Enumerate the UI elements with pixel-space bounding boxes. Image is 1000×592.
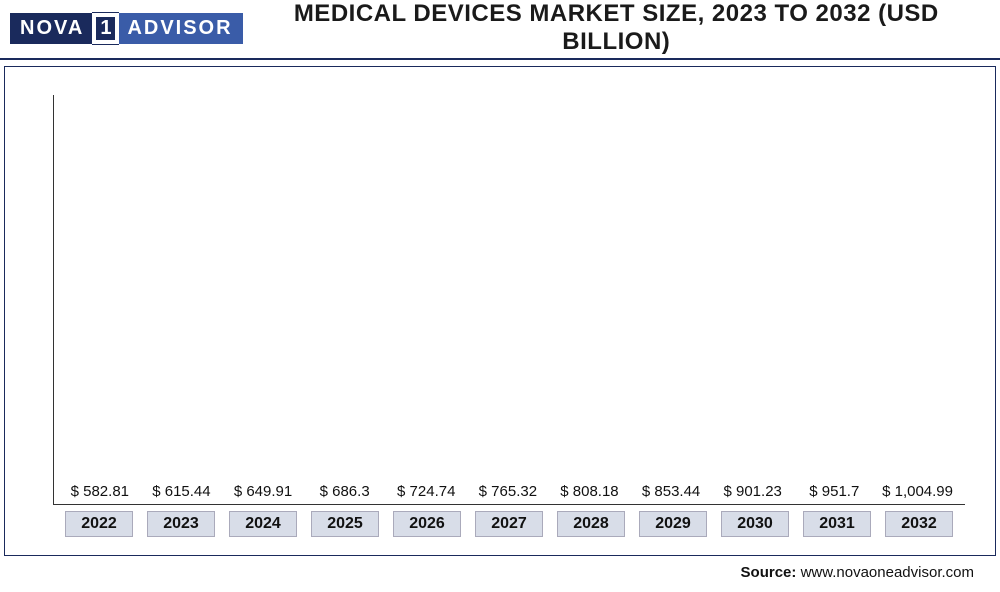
x-tick: 2031: [803, 511, 871, 537]
bar-value-label: $ 808.18: [560, 483, 618, 500]
logo-text-advisor: ADVISOR: [119, 13, 242, 44]
x-tick: 2026: [393, 511, 461, 537]
x-tick: 2030: [721, 511, 789, 537]
x-tick: 2029: [639, 511, 707, 537]
bar-value-label: $ 853.44: [642, 483, 700, 500]
bar-wrap: $ 686.3: [311, 483, 379, 504]
source-value: www.novaoneadvisor.com: [801, 564, 974, 581]
bar-value-label: $ 724.74: [397, 483, 455, 500]
x-tick: 2024: [229, 511, 297, 537]
header: NOVA 1 ADVISOR MEDICAL DEVICES MARKET SI…: [0, 0, 1000, 60]
bar-value-label: $ 765.32: [479, 483, 537, 500]
bar-wrap: $ 649.91: [229, 483, 297, 504]
bar-wrap: $ 1,004.99: [882, 483, 953, 504]
logo-digit: 1: [96, 17, 115, 40]
chart-frame: $ 582.81 $ 615.44 $ 649.91 $ 686.3 $ 724.74 $…: [4, 66, 996, 556]
source-line: Source: www.novaoneadvisor.com: [0, 564, 1000, 581]
bar-wrap: $ 951.7: [800, 483, 868, 504]
bar-value-label: $ 649.91: [234, 483, 292, 500]
bar-wrap: $ 615.44: [148, 483, 216, 504]
x-axis: 2022 2023 2024 2025 2026 2027 2028 2029 2030 2031…: [53, 505, 965, 537]
brand-logo: NOVA 1 ADVISOR: [10, 12, 243, 45]
chart-title: MEDICAL DEVICES MARKET SIZE, 2023 TO 203…: [243, 0, 990, 56]
logo-text-one: 1: [92, 12, 119, 45]
x-tick: 2032: [885, 511, 953, 537]
x-tick: 2025: [311, 511, 379, 537]
bar-wrap: $ 765.32: [474, 483, 542, 504]
x-tick: 2028: [557, 511, 625, 537]
bar-value-label: $ 582.81: [71, 483, 129, 500]
bar-value-label: $ 615.44: [152, 483, 210, 500]
bar-wrap: $ 582.81: [66, 483, 134, 504]
bar-wrap: $ 901.23: [719, 483, 787, 504]
bar-value-label: $ 951.7: [809, 483, 859, 500]
bar-wrap: $ 724.74: [392, 483, 460, 504]
plot-area: $ 582.81 $ 615.44 $ 649.91 $ 686.3 $ 724.74 $…: [53, 95, 965, 505]
x-tick: 2027: [475, 511, 543, 537]
bar-wrap: $ 808.18: [556, 483, 624, 504]
source-label: Source:: [741, 564, 797, 581]
x-tick: 2023: [147, 511, 215, 537]
bar-wrap: $ 853.44: [637, 483, 705, 504]
bar-value-label: $ 686.3: [320, 483, 370, 500]
bar-value-label: $ 1,004.99: [882, 483, 953, 500]
bar-value-label: $ 901.23: [723, 483, 781, 500]
bars-container: $ 582.81 $ 615.44 $ 649.91 $ 686.3 $ 724.74 $…: [54, 95, 965, 504]
logo-text-nova: NOVA: [10, 13, 92, 44]
x-tick: 2022: [65, 511, 133, 537]
